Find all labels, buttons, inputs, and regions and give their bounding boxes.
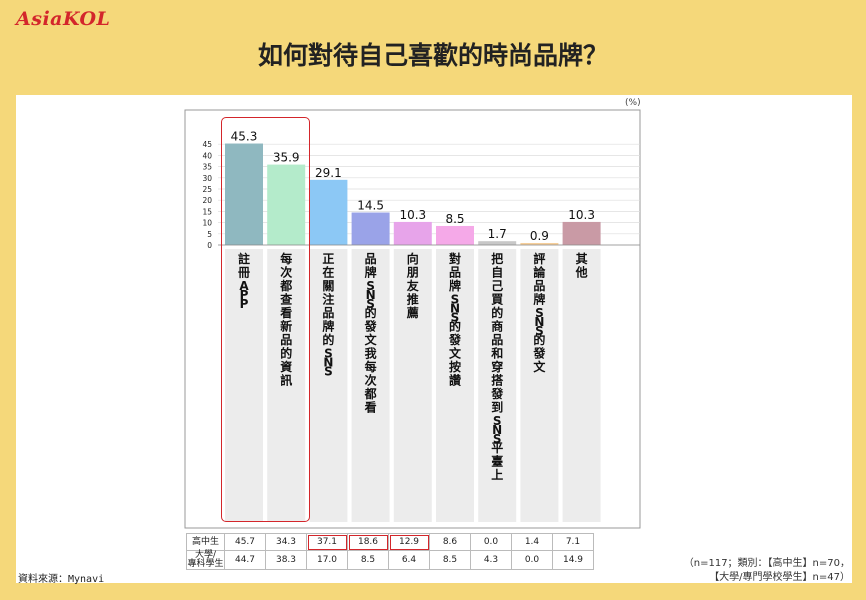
data-label: 29.1 bbox=[315, 166, 342, 180]
bar bbox=[309, 179, 348, 245]
y-tick-label: 0 bbox=[207, 241, 212, 250]
data-label: 10.3 bbox=[568, 208, 595, 222]
category-label: 品牌 S N S 的發文我每次都看 bbox=[364, 252, 378, 415]
cell: 0.0 bbox=[511, 550, 553, 570]
bar bbox=[520, 242, 559, 245]
y-tick-label: 25 bbox=[202, 185, 212, 194]
y-tick-label: 20 bbox=[202, 196, 212, 205]
cell: 17.0 bbox=[306, 550, 348, 570]
highlight-box bbox=[221, 117, 310, 522]
table-row-college: 大學/專科學生 44.7 38.3 17.0 8.5 6.4 8.5 4.3 0… bbox=[186, 550, 594, 570]
data-label: 35.9 bbox=[273, 151, 300, 165]
y-tick-label: 15 bbox=[202, 207, 212, 216]
category-label: 每次都查看新品的資訊 bbox=[279, 251, 293, 388]
bar bbox=[351, 212, 390, 245]
cell: 4.3 bbox=[470, 550, 512, 570]
cell: 1.4 bbox=[511, 533, 553, 551]
category-column bbox=[309, 249, 348, 522]
y-tick-label: 35 bbox=[202, 163, 212, 172]
category-label: 向朋友推薦 bbox=[406, 251, 419, 320]
cell: 38.3 bbox=[265, 550, 307, 570]
y-tick-label: 40 bbox=[202, 151, 212, 160]
cell: 45.7 bbox=[224, 533, 266, 551]
category-column bbox=[478, 249, 517, 522]
category-label: 對品牌 S N S 的發文按讚 bbox=[448, 251, 462, 388]
cell: 8.6 bbox=[429, 533, 471, 551]
category-label: 正在關注品牌的 S N S bbox=[322, 252, 334, 379]
y-tick-label: 30 bbox=[202, 174, 212, 183]
category-column bbox=[351, 249, 390, 522]
data-label: 45.3 bbox=[231, 130, 258, 144]
category-column bbox=[562, 249, 601, 522]
y-tick-label: 45 bbox=[202, 140, 212, 149]
plot-frame bbox=[184, 109, 641, 529]
category-column bbox=[520, 249, 559, 522]
data-label: 14.5 bbox=[357, 199, 384, 213]
unit-label: (%) bbox=[625, 98, 641, 108]
sample-note: （n=117；類別：【高中生】n=70， 【大學/專門學校學生】n=47） bbox=[684, 557, 850, 585]
row-label-college: 大學/專科學生 bbox=[186, 550, 225, 570]
source-text: 資料來源：Mynavi bbox=[18, 574, 105, 585]
data-label: 1.7 bbox=[488, 227, 507, 241]
bar bbox=[393, 221, 432, 245]
cell: 0.0 bbox=[470, 533, 512, 551]
category-column bbox=[225, 249, 263, 522]
bar bbox=[267, 164, 306, 245]
data-label: 0.9 bbox=[530, 229, 549, 243]
cell: 7.1 bbox=[552, 533, 594, 551]
row-label-highschool: 高中生 bbox=[186, 533, 225, 551]
data-label: 8.5 bbox=[445, 212, 464, 226]
data-label: 10.3 bbox=[399, 208, 426, 222]
cell: 18.6 bbox=[347, 533, 389, 551]
cell: 34.3 bbox=[265, 533, 307, 551]
bar bbox=[478, 241, 517, 245]
category-label: 把自己買的商品和穿搭發到 S N S 平臺上 bbox=[490, 251, 504, 482]
bar bbox=[562, 221, 601, 245]
cell: 37.1 bbox=[306, 533, 348, 551]
row-label-college-a: 大學/ bbox=[194, 550, 217, 560]
cell: 44.7 bbox=[224, 550, 266, 570]
y-tick-label: 10 bbox=[202, 219, 212, 228]
category-label: 其他 bbox=[575, 251, 588, 280]
data-table: 高中生 45.7 34.3 37.1 18.6 12.9 8.6 0.0 1.4… bbox=[186, 533, 594, 570]
cell: 12.9 bbox=[388, 533, 430, 551]
cell: 14.9 bbox=[552, 550, 594, 570]
sample-note-line2: 【大學/專門學校學生】n=47） bbox=[709, 572, 850, 583]
sample-note-line1: （n=117；類別：【高中生】n=70， bbox=[683, 558, 850, 569]
page-title: 如何對待自己喜歡的時尚品牌？ bbox=[257, 41, 608, 70]
cell: 8.5 bbox=[429, 550, 471, 570]
table-row-highschool: 高中生 45.7 34.3 37.1 18.6 12.9 8.6 0.0 1.4… bbox=[186, 533, 594, 551]
bar bbox=[436, 225, 474, 245]
category-column bbox=[267, 249, 306, 522]
bar bbox=[225, 143, 263, 245]
category-label: 註冊 A P P bbox=[238, 251, 250, 311]
category-column bbox=[393, 249, 432, 522]
cell: 6.4 bbox=[388, 550, 430, 570]
y-tick-label: 5 bbox=[207, 230, 212, 239]
asiakol-logo: AsiaKOL bbox=[16, 8, 111, 30]
cell: 8.5 bbox=[347, 550, 389, 570]
category-column bbox=[436, 249, 474, 522]
row-label-college-b: 專科學生 bbox=[187, 559, 224, 569]
chart-panel bbox=[16, 95, 852, 583]
category-label: 評論品牌 S N S 的發文 bbox=[532, 251, 546, 374]
